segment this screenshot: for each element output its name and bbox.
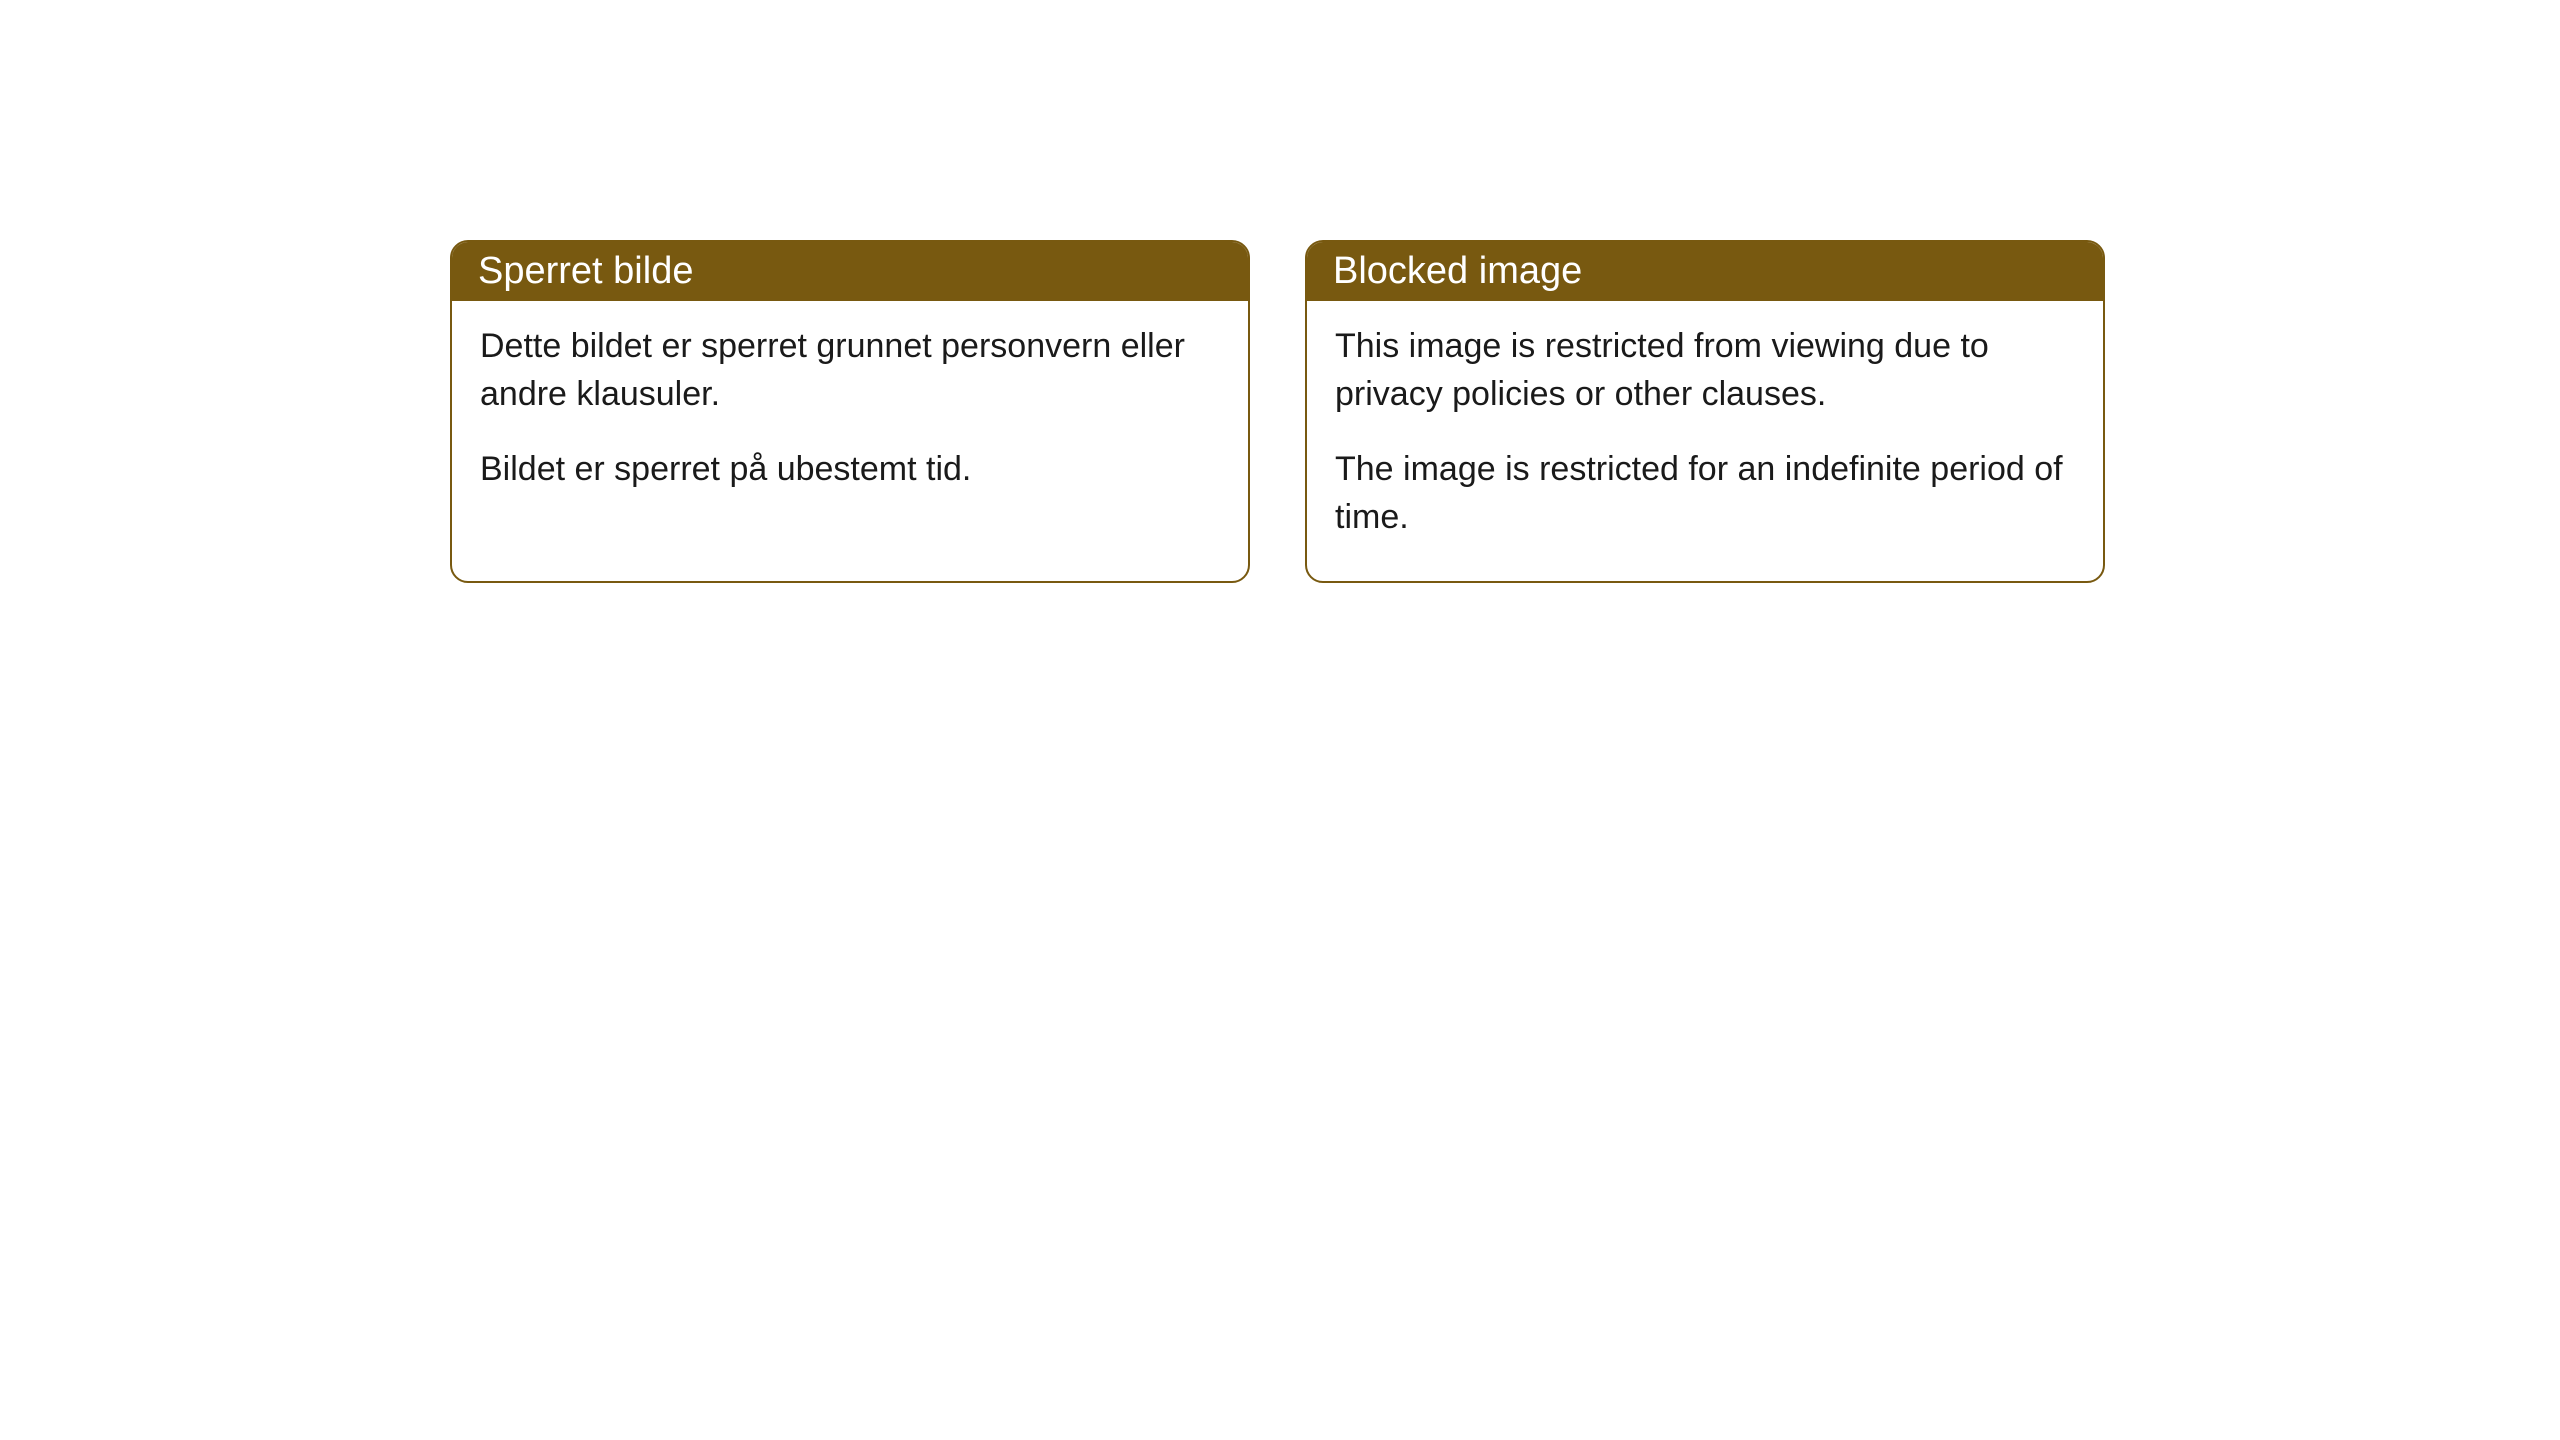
card-paragraph: Dette bildet er sperret grunnet personve…	[480, 323, 1220, 418]
card-header-norwegian: Sperret bilde	[452, 242, 1248, 301]
card-body-norwegian: Dette bildet er sperret grunnet personve…	[452, 301, 1248, 534]
card-body-english: This image is restricted from viewing du…	[1307, 301, 2103, 581]
card-paragraph: This image is restricted from viewing du…	[1335, 323, 2075, 418]
card-paragraph: The image is restricted for an indefinit…	[1335, 446, 2075, 541]
notice-card-norwegian: Sperret bilde Dette bildet er sperret gr…	[450, 240, 1250, 583]
notice-card-english: Blocked image This image is restricted f…	[1305, 240, 2105, 583]
card-title: Sperret bilde	[478, 250, 693, 292]
notice-cards-container: Sperret bilde Dette bildet er sperret gr…	[450, 240, 2560, 583]
card-paragraph: Bildet er sperret på ubestemt tid.	[480, 446, 1220, 494]
card-header-english: Blocked image	[1307, 242, 2103, 301]
card-title: Blocked image	[1333, 250, 1582, 292]
